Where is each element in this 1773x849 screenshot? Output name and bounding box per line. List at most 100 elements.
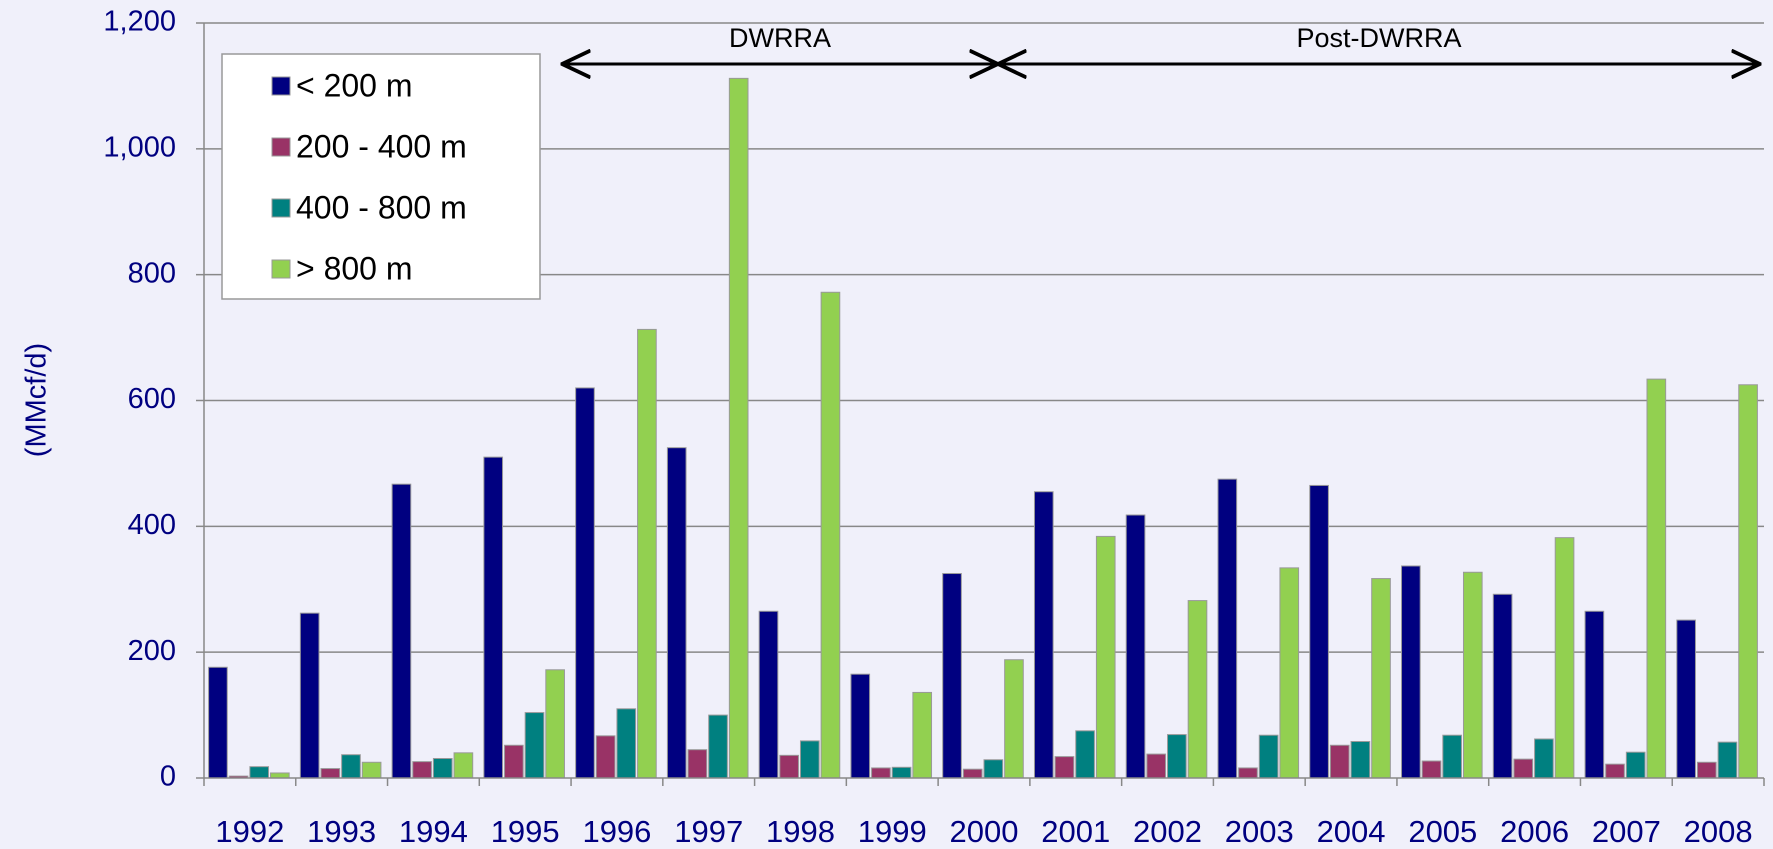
x-tick-label: 1997 [674,814,743,849]
bar [1329,744,1350,779]
annotation: Post-DWRRA [1296,23,1461,53]
bar [1095,535,1116,779]
bar [1371,578,1391,779]
bar [432,757,453,779]
bar [1646,378,1667,779]
y-tick-label: 800 [128,257,176,289]
bar [341,754,361,779]
x-tick-label: 2000 [950,814,1019,849]
bar [391,483,412,779]
legend-swatch [271,198,291,218]
x-tick-label: 2001 [1041,814,1110,849]
x-tick-label: 1993 [307,814,376,849]
bar [1004,659,1024,779]
bar [595,735,616,779]
y-axis-label: (MMcf/d) [21,343,53,457]
x-tick-label: 1995 [491,814,560,849]
bar [1462,571,1483,779]
x-tick-label: 1998 [766,814,835,849]
bar [1401,565,1421,779]
y-tick-label: 400 [128,509,176,541]
bar [1554,537,1575,779]
bar [1584,610,1605,779]
x-tick-label: 2007 [1592,814,1661,849]
bar [299,612,320,779]
bar [820,291,841,779]
bar [1534,738,1554,779]
bar [871,767,891,779]
bar [412,761,432,779]
x-tick-label: 2005 [1408,814,1477,849]
bar [1309,484,1329,779]
x-tick-label: 1996 [582,814,651,849]
x-tick-label: 1994 [399,814,468,849]
bar [1696,761,1717,779]
bar [1676,619,1696,779]
x-tick-label: 2002 [1133,814,1202,849]
y-tick-label: 600 [128,383,176,415]
legend-label: 200 - 400 m [296,128,467,164]
x-tick-label: 2008 [1684,814,1753,849]
legend-label: > 800 m [296,250,413,286]
bar [545,669,565,779]
bar [850,673,871,779]
bar [687,749,708,779]
bar [1442,734,1462,779]
bar [1054,756,1075,779]
bar [1350,741,1371,779]
legend: < 200 m 200 - 400 m 400 - 800 m > 800 m [221,53,541,300]
bar [962,768,983,779]
bar [1625,751,1646,779]
bar [1125,514,1146,779]
x-tick-label: 1992 [215,814,284,849]
bar [637,328,657,779]
y-tick-label: 200 [128,635,176,667]
bar [361,761,382,779]
bar [1279,567,1300,779]
bar [1513,758,1534,779]
bar [524,712,545,779]
bar [983,759,1004,779]
legend-swatch [271,259,291,279]
x-tick-label: 2006 [1500,814,1569,849]
legend-label: 400 - 800 m [296,189,467,225]
y-tick-label: 0 [160,761,176,793]
bar [1187,600,1208,779]
bar [942,573,962,779]
bar [1167,734,1187,779]
x-tick-label: 2003 [1225,814,1294,849]
bar [1258,734,1279,779]
bar [912,691,933,779]
bar [249,766,270,779]
x-tick-label: 2004 [1317,814,1386,849]
bar [1075,730,1095,779]
bar [1217,478,1238,779]
bar [1605,763,1625,779]
y-tick-label: 1,200 [103,6,176,38]
bar [504,744,524,779]
bar [453,752,474,779]
legend-label: < 200 m [296,67,413,103]
bar [1738,384,1758,779]
bar [1146,753,1167,779]
y-tick-label: 1,000 [103,131,176,163]
bar [1492,593,1513,779]
bar [1717,741,1738,779]
bar [1421,760,1442,779]
bar [728,77,749,779]
bar [758,610,779,779]
bar [891,766,912,779]
bar [616,708,637,779]
legend-swatch [271,137,291,157]
bar [1238,767,1258,779]
bar [779,754,799,779]
bar [270,772,290,779]
bar [666,447,687,779]
bar [575,387,595,779]
legend-swatch [271,76,291,96]
bar [799,740,820,779]
bar [708,714,728,779]
bar [320,768,341,779]
